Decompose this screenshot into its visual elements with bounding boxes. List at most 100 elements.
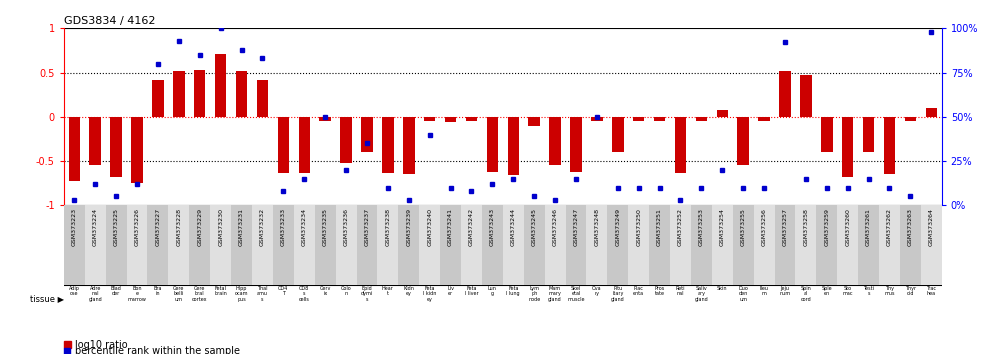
Text: GSM373237: GSM373237 bbox=[365, 208, 370, 246]
Text: GSM373249: GSM373249 bbox=[615, 208, 620, 246]
Bar bbox=[754, 205, 775, 285]
Bar bbox=[816, 205, 838, 285]
Text: CD4
T: CD4 T bbox=[278, 286, 288, 296]
Bar bbox=[800, 75, 812, 117]
Bar bbox=[106, 205, 127, 285]
Bar bbox=[194, 70, 205, 117]
Text: GSM373254: GSM373254 bbox=[720, 208, 724, 246]
Text: GSM373236: GSM373236 bbox=[343, 208, 349, 246]
Bar bbox=[899, 205, 921, 285]
Bar bbox=[591, 117, 603, 121]
Text: GSM373239: GSM373239 bbox=[406, 208, 411, 246]
Bar bbox=[654, 117, 665, 121]
Bar bbox=[110, 117, 122, 177]
Text: GSM373258: GSM373258 bbox=[803, 208, 808, 246]
Bar bbox=[674, 117, 686, 172]
Text: Pitu
itary
gland: Pitu itary gland bbox=[610, 286, 624, 302]
Bar bbox=[879, 205, 899, 285]
Bar bbox=[294, 205, 315, 285]
Text: Plac
enta: Plac enta bbox=[633, 286, 644, 296]
Bar bbox=[780, 71, 790, 117]
Text: Kidn
ey: Kidn ey bbox=[403, 286, 414, 296]
Text: GSM373223: GSM373223 bbox=[72, 208, 77, 246]
Bar bbox=[482, 205, 502, 285]
Text: GSM373250: GSM373250 bbox=[636, 208, 641, 246]
Bar bbox=[524, 205, 545, 285]
Bar bbox=[377, 205, 398, 285]
Bar bbox=[85, 205, 106, 285]
Bar bbox=[466, 117, 477, 121]
Bar bbox=[795, 205, 816, 285]
Bar bbox=[502, 205, 524, 285]
Bar bbox=[841, 117, 853, 177]
Text: CD8
s
cells: CD8 s cells bbox=[299, 286, 310, 302]
Text: GSM373262: GSM373262 bbox=[887, 208, 892, 246]
Bar bbox=[628, 205, 649, 285]
Text: GSM373247: GSM373247 bbox=[573, 208, 578, 246]
Bar bbox=[758, 117, 770, 121]
Text: Mam
mary
gland: Mam mary gland bbox=[549, 286, 562, 302]
Bar bbox=[403, 117, 415, 175]
Bar bbox=[633, 117, 645, 121]
Text: Lun
g: Lun g bbox=[488, 286, 496, 296]
Bar bbox=[904, 117, 916, 121]
Bar bbox=[340, 117, 352, 163]
Bar bbox=[717, 110, 728, 117]
Bar bbox=[64, 205, 85, 285]
Text: Thal
amu
s: Thal amu s bbox=[257, 286, 268, 302]
Text: GSM373243: GSM373243 bbox=[490, 208, 494, 246]
Text: GSM373227: GSM373227 bbox=[155, 208, 160, 246]
Text: GSM373260: GSM373260 bbox=[845, 208, 850, 246]
Bar bbox=[487, 117, 498, 172]
Text: GSM373224: GSM373224 bbox=[92, 208, 97, 246]
Text: Skel
etal
muscle: Skel etal muscle bbox=[567, 286, 585, 302]
Text: Sto
mac: Sto mac bbox=[842, 286, 853, 296]
Bar bbox=[587, 205, 607, 285]
Bar bbox=[775, 205, 795, 285]
Text: GSM373228: GSM373228 bbox=[176, 208, 181, 246]
Text: Trac
hea: Trac hea bbox=[926, 286, 936, 296]
Bar bbox=[69, 117, 80, 181]
Bar bbox=[152, 80, 164, 117]
Text: Ova
ry: Ova ry bbox=[592, 286, 602, 296]
Text: GSM373261: GSM373261 bbox=[866, 208, 871, 246]
Bar bbox=[507, 117, 519, 175]
Bar bbox=[732, 205, 754, 285]
Text: GSM373246: GSM373246 bbox=[552, 208, 557, 246]
Text: Thy
mus: Thy mus bbox=[885, 286, 895, 296]
Bar bbox=[612, 117, 623, 152]
Text: tissue ▶: tissue ▶ bbox=[29, 294, 64, 303]
Text: Feta
l lung: Feta l lung bbox=[506, 286, 520, 296]
Text: GSM373256: GSM373256 bbox=[762, 208, 767, 246]
Text: Epid
dymi
s: Epid dymi s bbox=[361, 286, 374, 302]
Text: GSM373232: GSM373232 bbox=[260, 208, 265, 246]
Bar bbox=[210, 205, 231, 285]
Bar bbox=[299, 117, 310, 172]
Bar bbox=[712, 205, 732, 285]
Bar bbox=[215, 54, 226, 117]
Text: GSM373245: GSM373245 bbox=[532, 208, 537, 246]
Text: Cerv
ix: Cerv ix bbox=[319, 286, 331, 296]
Bar bbox=[357, 205, 377, 285]
Text: Cere
bral
cortex: Cere bral cortex bbox=[192, 286, 207, 302]
Text: Colo
n: Colo n bbox=[341, 286, 352, 296]
Text: Liv
er: Liv er bbox=[447, 286, 454, 296]
Text: Testi
s: Testi s bbox=[863, 286, 874, 296]
Bar bbox=[529, 117, 540, 126]
Bar bbox=[884, 117, 896, 175]
Bar bbox=[649, 205, 670, 285]
Text: Pros
tate: Pros tate bbox=[655, 286, 665, 296]
Bar bbox=[382, 117, 393, 172]
Bar bbox=[821, 117, 833, 152]
Bar bbox=[691, 205, 712, 285]
Bar bbox=[737, 117, 749, 166]
Bar bbox=[132, 117, 143, 183]
Text: Adre
nal
gland: Adre nal gland bbox=[88, 286, 102, 302]
Bar bbox=[838, 205, 858, 285]
Bar bbox=[190, 205, 210, 285]
Text: GSM373226: GSM373226 bbox=[135, 208, 140, 246]
Text: GSM373234: GSM373234 bbox=[302, 208, 307, 246]
Text: Adip
ose: Adip ose bbox=[69, 286, 80, 296]
Text: Bon
e
marrow: Bon e marrow bbox=[128, 286, 146, 302]
Bar bbox=[147, 205, 168, 285]
